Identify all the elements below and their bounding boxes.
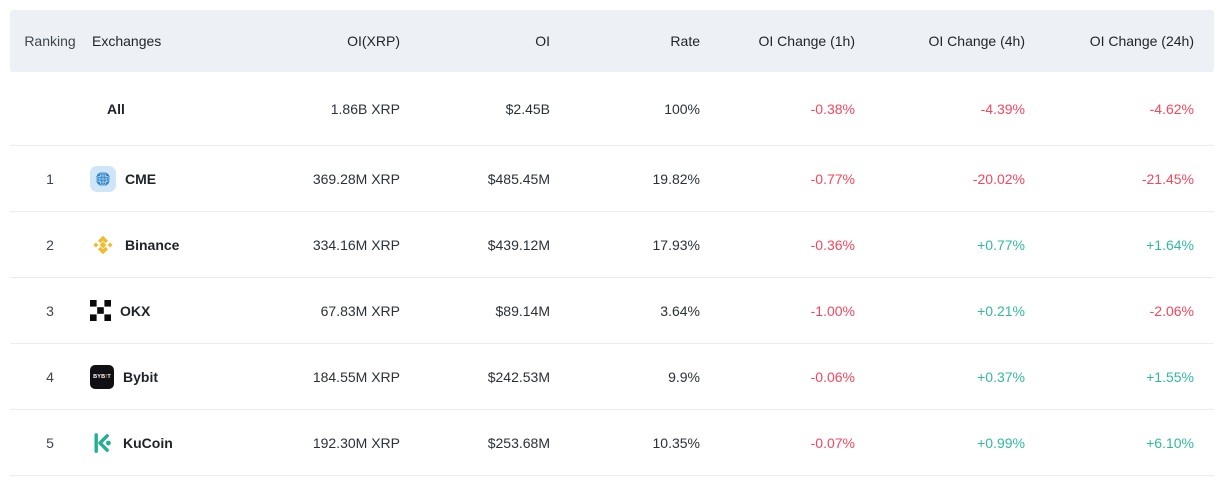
column-header-rate[interactable]: Rate: [670, 33, 700, 49]
column-header-exchange[interactable]: Exchanges: [92, 33, 162, 49]
oi-change-24h-cell: -4.62%: [1149, 100, 1194, 117]
exchange-name: Binance: [125, 236, 180, 253]
exchange-cell: KuCoin: [90, 431, 270, 455]
oi-change-24h-cell: +6.10%: [1146, 434, 1194, 451]
oi-change-1h-cell: -0.38%: [810, 100, 855, 117]
ranking-cell: 2: [46, 236, 54, 253]
oi-cell: $439.12M: [487, 236, 550, 253]
oi-cell: $89.14M: [495, 302, 550, 319]
exchange-name: KuCoin: [123, 434, 173, 451]
rate-cell: 3.64%: [660, 302, 700, 319]
ranking-cell: 5: [46, 434, 54, 451]
oi-change-4h-cell: +0.99%: [977, 434, 1025, 451]
table-header-row: Ranking Exchanges OI(XRP) OI Rate OI Change (…: [10, 10, 1214, 72]
oi-change-4h-cell: +0.21%: [977, 302, 1025, 319]
oi-xrp-cell: 67.83M XRP: [320, 302, 400, 319]
open-interest-table: Ranking Exchanges OI(XRP) OI Rate OI Change (…: [10, 10, 1214, 476]
oi-xrp-cell: 192.30M XRP: [312, 434, 400, 451]
table-row[interactable]: 1 CME 369.28M XRP $485.45M 19.82% -0.77%…: [10, 146, 1214, 212]
oi-change-4h-cell: +0.77%: [977, 236, 1025, 253]
binance-logo-icon: [90, 232, 116, 258]
oi-cell: $242.53M: [487, 368, 550, 385]
exchange-cell: BYB! T Bybit: [90, 364, 270, 389]
table-row[interactable]: 4 BYB! T Bybit 184.55M XRP $242.53M 9.9% …: [10, 344, 1214, 410]
rate-cell: 9.9%: [668, 368, 700, 385]
oi-change-1h-cell: -0.77%: [810, 170, 855, 187]
exchange-cell: All: [90, 101, 270, 117]
cme-globe-icon: [90, 165, 116, 192]
exchange-cell: OKX: [90, 300, 270, 321]
column-header-ranking[interactable]: Ranking: [24, 33, 76, 49]
table-row[interactable]: All 1.86B XRP $2.45B 100% -0.38% -4.39% …: [10, 72, 1214, 146]
oi-cell: $2.45B: [505, 100, 550, 117]
oi-change-4h-cell: -4.39%: [980, 100, 1025, 117]
ranking-cell: 4: [46, 368, 54, 385]
oi-xrp-cell: 1.86B XRP: [330, 100, 400, 117]
exchange-name: CME: [125, 170, 157, 187]
bybit-logo-icon: BYB! T: [90, 364, 114, 389]
exchange-cell: Binance: [90, 232, 270, 258]
rate-cell: 100%: [664, 100, 700, 117]
column-header-oi_change_1h[interactable]: OI Change (1h): [758, 33, 856, 49]
oi-change-4h-cell: +0.37%: [977, 368, 1025, 385]
exchange-name: All: [107, 100, 125, 117]
oi-change-4h-cell: -20.02%: [972, 170, 1025, 187]
oi-cell: $253.68M: [487, 434, 550, 451]
oi-change-24h-cell: -2.06%: [1149, 302, 1194, 319]
table-row[interactable]: 5 KuCoin 192.30M XRP $253.68M 10.35% -0.…: [10, 410, 1214, 476]
exchange-name: OKX: [120, 302, 151, 319]
ranking-cell: 1: [46, 170, 54, 187]
rate-cell: 10.35%: [652, 434, 700, 451]
oi-change-1h-cell: -0.36%: [810, 236, 855, 253]
oi-xrp-cell: 334.16M XRP: [312, 236, 400, 253]
ranking-cell: 3: [46, 302, 54, 319]
column-header-oi_change_24h[interactable]: OI Change (24h): [1089, 33, 1194, 49]
exchange-name: Bybit: [123, 368, 158, 385]
table-row[interactable]: 2 Binance 334.16M XRP $439.12M 17.93% -0…: [10, 212, 1214, 278]
oi-change-1h-cell: -1.00%: [810, 302, 855, 319]
oi-change-1h-cell: -0.07%: [810, 434, 855, 451]
okx-logo-icon: [90, 300, 111, 321]
oi-xrp-cell: 184.55M XRP: [312, 368, 400, 385]
exchange-cell: CME: [90, 165, 270, 192]
oi-change-24h-cell: -21.45%: [1141, 170, 1194, 187]
kucoin-logo-icon: [90, 431, 114, 455]
oi-change-1h-cell: -0.06%: [810, 368, 855, 385]
table-body: All 1.86B XRP $2.45B 100% -0.38% -4.39% …: [10, 72, 1214, 476]
oi-change-24h-cell: +1.64%: [1146, 236, 1194, 253]
table-row[interactable]: 3 OKX 67.83M XRP $89.14M 3.64% -1.00% +0…: [10, 278, 1214, 344]
rate-cell: 19.82%: [652, 170, 700, 187]
column-header-oi_xrp[interactable]: OI(XRP): [347, 33, 400, 49]
rate-cell: 17.93%: [652, 236, 700, 253]
oi-cell: $485.45M: [487, 170, 550, 187]
oi-xrp-cell: 369.28M XRP: [312, 170, 400, 187]
column-header-oi[interactable]: OI: [535, 33, 550, 49]
oi-change-24h-cell: +1.55%: [1146, 368, 1194, 385]
column-header-oi_change_4h[interactable]: OI Change (4h): [928, 33, 1026, 49]
